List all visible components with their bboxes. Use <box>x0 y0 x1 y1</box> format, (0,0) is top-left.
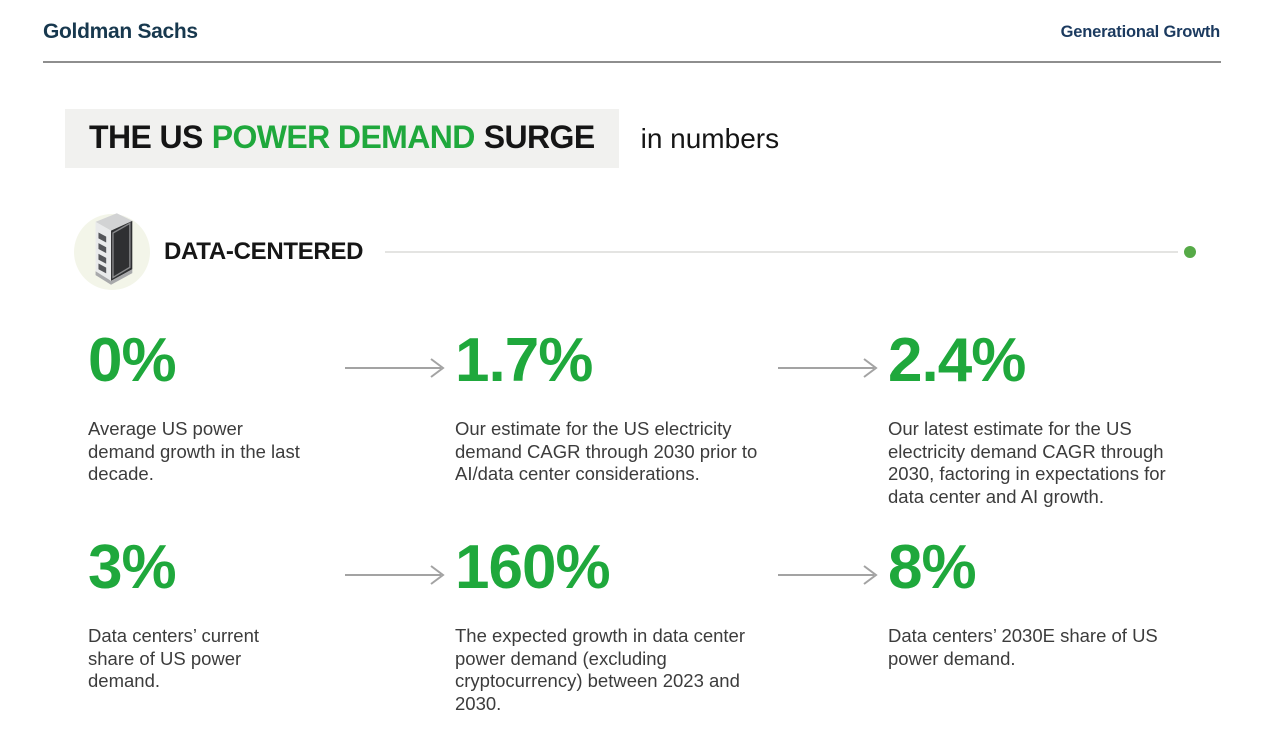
section-header: DATA-CENTERED <box>74 205 1196 299</box>
title-part1: THE US <box>89 119 203 155</box>
stat-value: 2.4% <box>888 326 1026 395</box>
section-label: DATA-CENTERED <box>164 238 364 265</box>
title-row: THE US POWER DEMAND SURGE in numbers <box>65 109 779 168</box>
stats-grid: 0% Average US power demand growth in the… <box>88 328 1218 715</box>
title-part2: SURGE <box>483 119 595 155</box>
title-suffix: in numbers <box>640 122 780 154</box>
green-dot <box>1184 246 1196 258</box>
stat-value: 0% <box>88 326 177 395</box>
stat-0-pct: 0% Average US power demand growth in the… <box>88 328 336 535</box>
right-arrow-icon <box>336 535 455 715</box>
stat-caption: The expected growth in data center power… <box>455 625 746 714</box>
right-arrow-icon <box>336 328 455 535</box>
title-highlight: POWER DEMAND <box>211 119 476 155</box>
stat-value: 3% <box>88 533 177 602</box>
page-title: THE US POWER DEMAND SURGE <box>65 109 619 168</box>
stat-value: 1.7% <box>455 326 593 395</box>
stat-caption: Our estimate for the US electricity dema… <box>455 418 758 485</box>
stat-value: 160% <box>455 533 611 602</box>
right-arrow-icon <box>770 535 888 715</box>
masthead: Goldman Sachs Generational Growth <box>43 20 1220 44</box>
stat-1-7-pct: 1.7% Our estimate for the US electricity… <box>455 328 770 535</box>
server-rack-icon <box>74 213 150 290</box>
stat-160-pct: 160% The expected growth in data center … <box>455 535 770 715</box>
program-label: Generational Growth <box>1060 23 1221 41</box>
right-arrow-icon <box>770 328 888 535</box>
stat-caption: Average US power demand growth in the la… <box>88 418 300 485</box>
stat-3-pct: 3% Data centers’ current share of US pow… <box>88 535 336 715</box>
stat-caption: Data centers’ current share of US power … <box>88 625 260 692</box>
header-divider <box>43 61 1221 63</box>
goldman-sachs-logo: Goldman Sachs <box>43 20 198 43</box>
stat-value: 8% <box>888 533 977 602</box>
stat-8-pct: 8% Data centers’ 2030E share of US power… <box>888 535 1218 715</box>
stat-2-4-pct: 2.4% Our latest estimate for the US elec… <box>888 328 1218 535</box>
stat-caption: Our latest estimate for the US electrici… <box>888 418 1166 507</box>
section-rule-line <box>385 251 1178 253</box>
stat-caption: Data centers’ 2030E share of US power de… <box>888 625 1158 669</box>
